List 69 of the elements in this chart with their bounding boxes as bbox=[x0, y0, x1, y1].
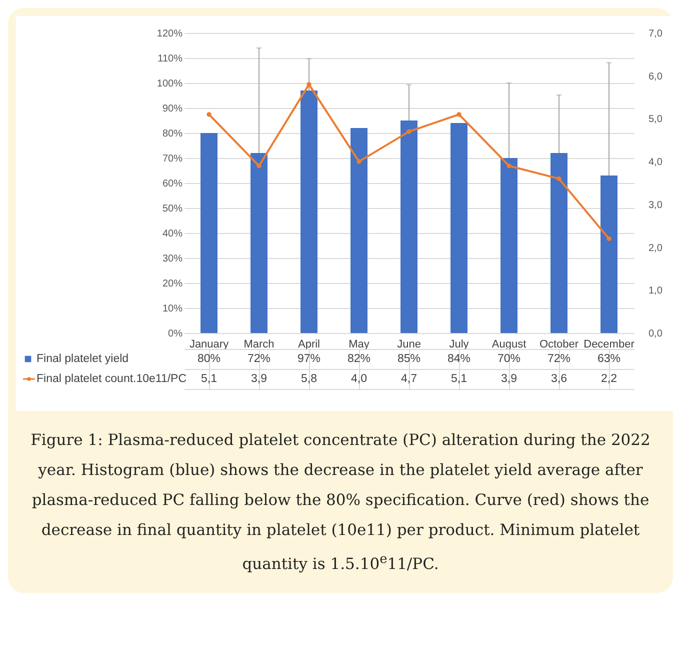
point bbox=[406, 129, 412, 134]
data-label: 4,7 bbox=[401, 373, 417, 385]
x-tick-label: June bbox=[397, 338, 421, 350]
y2-tick-label: 7,0 bbox=[648, 28, 663, 40]
y-tick-label: 20% bbox=[162, 278, 183, 290]
x-tick-label: May bbox=[348, 338, 370, 350]
data-label: 97% bbox=[297, 353, 321, 365]
bar bbox=[550, 153, 568, 333]
data-label: 5,8 bbox=[301, 373, 317, 385]
data-label: 84% bbox=[447, 353, 471, 365]
y-tick-label: 110% bbox=[158, 54, 183, 64]
y-tick-label: 100% bbox=[156, 78, 183, 90]
y2-tick-label: 5,0 bbox=[648, 114, 663, 126]
x-tick-label: October bbox=[539, 338, 579, 350]
y-tick-label: 60% bbox=[162, 178, 183, 190]
x-tick-label: July bbox=[449, 338, 470, 350]
y-tick-label: 30% bbox=[162, 254, 183, 264]
point bbox=[256, 164, 262, 168]
data-label: 72% bbox=[547, 353, 571, 365]
legend-label: Final platelet yield bbox=[36, 353, 129, 365]
point bbox=[456, 112, 462, 117]
data-label: 82% bbox=[347, 353, 371, 365]
data-label: 70% bbox=[497, 353, 521, 365]
bar bbox=[450, 123, 468, 333]
x-tick-label: August bbox=[492, 338, 526, 350]
bar bbox=[200, 133, 218, 333]
y2-tick-label: 4,0 bbox=[648, 157, 663, 168]
bar bbox=[300, 90, 318, 333]
x-tick-label: December bbox=[584, 338, 635, 350]
x-tick-label: April bbox=[298, 338, 320, 350]
bar bbox=[600, 176, 618, 333]
bar bbox=[400, 120, 418, 333]
y2-tick-label: 2,0 bbox=[648, 242, 663, 254]
y-tick-label: 40% bbox=[162, 228, 183, 240]
point bbox=[556, 176, 562, 182]
point bbox=[506, 164, 512, 168]
data-label: 80% bbox=[197, 353, 221, 365]
bar bbox=[350, 128, 368, 333]
data-label: 5,1 bbox=[451, 373, 467, 385]
data-label: 3,6 bbox=[551, 373, 567, 385]
x-tick-label: January bbox=[189, 338, 230, 350]
data-label: 3,9 bbox=[251, 373, 267, 385]
y-tick-label: 80% bbox=[162, 128, 183, 140]
data-label: 2,2 bbox=[601, 373, 617, 385]
caption: Figure 1: Plasma-reduced platelet concentrate (PC) alteration during the 2022 year. Histogram (blue) shows the decrease in the platelet yield average after plasma-reduced PC falling below the 80% specification. Curve (red) shows the decrease in final quantity in platelet (10e11) per product. Minimum platelet quantity is 1.5.10$^{e}$11/PC. bbox=[30, 430, 652, 576]
data-label: 3,9 bbox=[501, 373, 517, 385]
y-tick-label: 50% bbox=[162, 204, 183, 214]
x-tick-label: March bbox=[244, 338, 274, 350]
point bbox=[206, 112, 212, 117]
point bbox=[606, 236, 612, 242]
y-tick-label: 120% bbox=[156, 28, 183, 40]
y2-tick-label: 1,0 bbox=[648, 286, 663, 297]
bar bbox=[500, 158, 518, 333]
y-tick-label: 10% bbox=[162, 304, 183, 314]
y2-tick-label: 6,0 bbox=[648, 71, 663, 82]
y-tick-label: 70% bbox=[162, 154, 183, 164]
data-label: 4,0 bbox=[351, 373, 367, 385]
y-tick-label: 0% bbox=[168, 328, 183, 340]
y2-tick-label: 0,0 bbox=[648, 328, 663, 340]
point bbox=[356, 159, 362, 164]
data-label: 85% bbox=[397, 353, 421, 365]
data-label: 5,1 bbox=[201, 373, 217, 385]
data-label: 72% bbox=[247, 353, 271, 365]
y2-tick-label: 3,0 bbox=[648, 200, 663, 211]
bar bbox=[250, 153, 268, 333]
data-label: 63% bbox=[597, 353, 621, 365]
y-tick-label: 90% bbox=[162, 104, 183, 114]
legend-label: Final platelet count.10e11/PC bbox=[36, 373, 187, 385]
point bbox=[306, 82, 312, 87]
